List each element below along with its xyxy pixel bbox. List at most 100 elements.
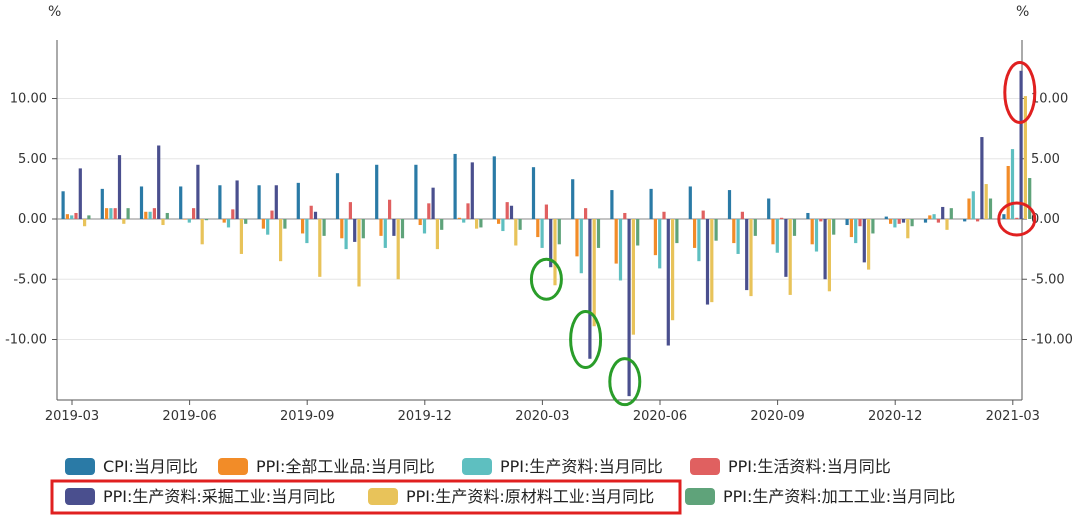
bar <box>649 188 653 219</box>
bar <box>1019 70 1023 219</box>
bar <box>183 219 187 220</box>
bar <box>78 168 82 219</box>
bar <box>688 186 692 219</box>
bar <box>414 164 418 219</box>
bar <box>144 211 148 219</box>
y-tick-label-right: 0.00 <box>1031 212 1060 227</box>
bars <box>61 70 1032 397</box>
bar <box>335 173 340 219</box>
bar <box>884 216 888 219</box>
bar <box>270 210 274 219</box>
x-tick-labels: 2019-03 2019-06 2019-09 2019-12 2020-03 2020-… <box>45 400 1040 424</box>
bar <box>579 219 583 274</box>
bar <box>780 217 784 219</box>
bar <box>261 219 265 229</box>
bar <box>636 219 640 246</box>
legend-label: PPI:生产资料:当月同比 <box>500 457 663 476</box>
bar <box>736 219 740 254</box>
legend-label: PPI:生产资料:原材料工业:当月同比 <box>406 487 654 506</box>
annotation-ellipse <box>569 310 603 369</box>
bar <box>226 219 231 228</box>
bar <box>592 219 596 327</box>
y-tick-label-left: -10.00 <box>5 333 47 348</box>
legend: CPI:当月同比 PPI:全部工业品:当月同比 PPI:生产资料:当月同比 PPI:生… <box>50 457 955 515</box>
bar <box>361 219 365 239</box>
bar <box>832 219 836 235</box>
bar <box>388 199 392 219</box>
bar <box>775 219 779 253</box>
bar <box>357 219 361 287</box>
bar <box>701 210 705 219</box>
bar <box>618 219 623 281</box>
bar <box>305 219 309 244</box>
bar <box>771 219 775 245</box>
bar <box>631 219 635 335</box>
bar <box>871 219 875 234</box>
bar <box>710 219 714 303</box>
bar <box>392 219 396 236</box>
x-tick-label: 2020-03 <box>515 409 569 424</box>
y-tick-label-right: -10.00 <box>1031 333 1073 348</box>
y-tick-label-right: 5.00 <box>1031 152 1060 167</box>
bar <box>244 219 248 224</box>
bar <box>653 219 657 256</box>
bar <box>697 219 701 262</box>
bar <box>296 182 300 219</box>
bar <box>949 208 953 219</box>
bar <box>557 219 561 245</box>
y-tick-labels: -10.00 -10.00 -5.00 -5.00 0.00 0.00 5.00 5.00 10… <box>5 92 1073 348</box>
bar <box>400 219 405 239</box>
bar <box>501 219 505 232</box>
legend-label: PPI:生产资料:采掘工业:当月同比 <box>103 487 335 506</box>
y-unit-left: % <box>48 4 61 20</box>
bar <box>901 219 906 223</box>
bar <box>1023 96 1027 219</box>
series-4 <box>78 70 1023 397</box>
bar <box>148 211 152 219</box>
x-tick-label: 2019-09 <box>280 409 334 424</box>
bar <box>161 219 165 226</box>
y-tick-label-left: 10.00 <box>10 92 47 107</box>
x-tick-label: 2019-12 <box>398 409 452 424</box>
series-6 <box>87 178 1032 248</box>
bar <box>893 219 897 228</box>
bar <box>849 219 853 238</box>
bar <box>867 219 871 270</box>
bar <box>204 219 209 221</box>
bar <box>475 219 479 229</box>
bar <box>988 198 993 219</box>
bar <box>845 219 849 226</box>
bar <box>740 211 744 219</box>
bar <box>514 219 518 246</box>
bar <box>814 219 819 252</box>
bar <box>218 185 222 219</box>
bar <box>70 215 74 219</box>
bar <box>984 184 988 219</box>
bar <box>353 219 357 242</box>
annotation-ellipse <box>997 201 1037 237</box>
bar <box>544 204 548 219</box>
bar <box>549 219 553 268</box>
bar <box>422 219 427 234</box>
annotation-ellipse <box>608 357 642 407</box>
bar <box>749 219 753 297</box>
bar <box>819 219 823 222</box>
bar <box>571 179 575 219</box>
legend-swatch <box>368 488 398 505</box>
series-2 <box>70 149 1015 281</box>
bar <box>889 219 893 224</box>
bar <box>492 156 496 219</box>
bar <box>1015 217 1019 219</box>
bar <box>348 202 352 219</box>
bar <box>788 219 792 295</box>
bar <box>279 219 283 262</box>
bar <box>980 137 984 219</box>
x-tick-label: 2019-06 <box>162 409 216 424</box>
legend-swatch <box>685 488 715 505</box>
legend-swatch <box>690 458 720 475</box>
bar <box>470 162 474 219</box>
bar <box>301 219 305 234</box>
bar <box>235 180 239 219</box>
bar <box>945 219 949 230</box>
bar <box>435 219 439 250</box>
